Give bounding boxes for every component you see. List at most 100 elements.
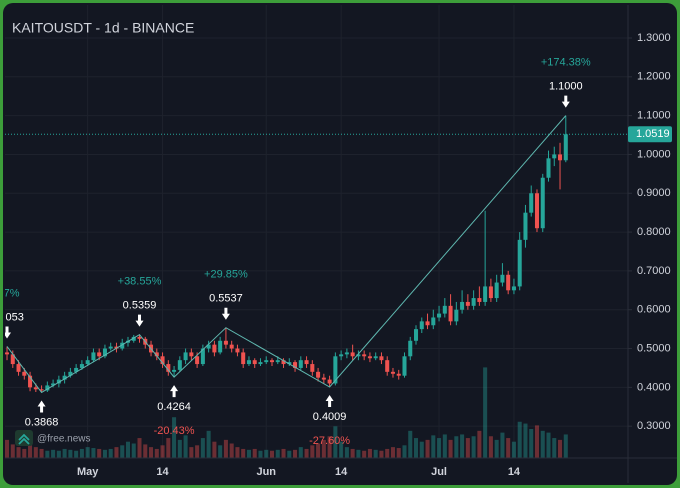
candle-body xyxy=(385,360,390,372)
volume-bar xyxy=(523,423,528,458)
candle-body xyxy=(56,379,61,384)
candle-body xyxy=(344,352,349,355)
candle-body xyxy=(379,356,384,361)
volume-bar xyxy=(471,436,476,458)
volume-bar xyxy=(293,449,298,458)
candle-body xyxy=(327,379,332,384)
y-tick-label: 1.3000 xyxy=(637,32,671,44)
candle-body xyxy=(246,360,251,365)
volume-bar xyxy=(339,441,344,458)
x-tick-label: Jul xyxy=(431,466,447,478)
volume-bar xyxy=(74,450,79,458)
candle-body xyxy=(275,360,280,363)
watermark: @free.news xyxy=(15,430,91,446)
candle-body xyxy=(223,340,228,345)
candle-body xyxy=(62,375,67,380)
candle-body xyxy=(68,371,73,376)
volume-bar xyxy=(362,450,367,458)
y-tick-label: 1.1000 xyxy=(637,110,671,122)
volume-bar xyxy=(465,438,470,458)
candle-body xyxy=(339,354,344,357)
candle-body xyxy=(523,212,528,240)
pivot-arrow xyxy=(37,400,46,413)
candle-body xyxy=(51,383,56,386)
candle-body xyxy=(102,348,107,357)
volume-bar xyxy=(373,449,378,458)
pivot-arrow xyxy=(135,314,144,327)
volume-bar xyxy=(200,438,205,458)
candle-body xyxy=(5,352,10,355)
volume-bar xyxy=(183,435,188,458)
candle-body xyxy=(45,385,50,391)
volume-bar xyxy=(546,432,551,458)
volume-bar xyxy=(350,448,355,458)
move-label: +174.38% xyxy=(541,57,591,69)
chart-title: KAITOUSDT - 1d - BINANCE xyxy=(12,20,194,36)
candle-body xyxy=(367,356,372,359)
candle-layer xyxy=(5,115,568,393)
candle-body xyxy=(563,134,568,161)
volume-bar xyxy=(275,449,280,458)
volume-bar xyxy=(10,444,15,458)
volume-bar xyxy=(367,448,372,458)
volume-bar xyxy=(310,445,315,458)
move-label: .87% xyxy=(0,287,20,299)
candle-body xyxy=(172,369,177,372)
candle-body xyxy=(506,274,511,291)
candle-body xyxy=(85,360,90,365)
volume-bar xyxy=(264,449,269,458)
volume-bar xyxy=(246,449,251,458)
candle-body xyxy=(402,356,407,376)
candle-body xyxy=(546,158,551,178)
pivot-label: 0.4264 xyxy=(157,401,191,413)
candle-body xyxy=(281,360,286,365)
y-tick-label: 0.5000 xyxy=(637,342,671,354)
volume-bar xyxy=(154,448,159,458)
candle-body xyxy=(477,298,482,302)
volume-bar xyxy=(425,439,430,458)
volume-bar xyxy=(56,450,61,458)
volume-bar xyxy=(172,417,177,458)
candle-body xyxy=(287,362,292,365)
volume-bar xyxy=(385,448,390,458)
candle-body xyxy=(39,389,44,391)
candle-body xyxy=(517,239,522,287)
volume-bar xyxy=(149,447,154,458)
volume-bar xyxy=(333,426,338,458)
x-tick-label: 14 xyxy=(508,466,521,478)
volume-bar xyxy=(91,448,96,458)
candle-body xyxy=(298,360,303,368)
candle-body xyxy=(362,354,367,357)
annotation-layer: 0.5053 0.3868 0.5359 0.4264 0.5537 0.4009 1.10… xyxy=(0,57,628,447)
candle-body xyxy=(437,313,442,318)
volume-bar xyxy=(534,425,539,458)
volume-bar xyxy=(431,435,436,458)
pivot-arrow xyxy=(170,385,179,398)
volume-bar xyxy=(529,429,534,458)
watermark-text: @free.news xyxy=(37,434,91,445)
volume-bar xyxy=(558,439,563,458)
x-tick-label: May xyxy=(77,466,99,478)
volume-bar xyxy=(413,438,419,458)
volume-bar xyxy=(396,448,401,458)
volume-bar xyxy=(408,430,413,458)
candle-body xyxy=(269,360,275,363)
pivot-label: 0.5359 xyxy=(123,300,157,312)
candle-body xyxy=(448,305,453,322)
volume-bar xyxy=(552,438,557,458)
volume-bar xyxy=(356,449,361,458)
candle-body xyxy=(413,329,419,341)
volume-bar xyxy=(442,434,447,458)
pivot-label: 0.5537 xyxy=(209,293,243,305)
candle-body xyxy=(350,352,355,357)
candle-body xyxy=(33,387,38,390)
volume-bar xyxy=(51,449,56,458)
volume-bar xyxy=(85,447,90,458)
candle-body xyxy=(442,305,447,314)
candle-body xyxy=(558,154,563,161)
volume-bar xyxy=(120,445,125,458)
pivot-arrow xyxy=(561,95,570,108)
volume-bar xyxy=(287,450,292,458)
candle-body xyxy=(166,364,171,372)
